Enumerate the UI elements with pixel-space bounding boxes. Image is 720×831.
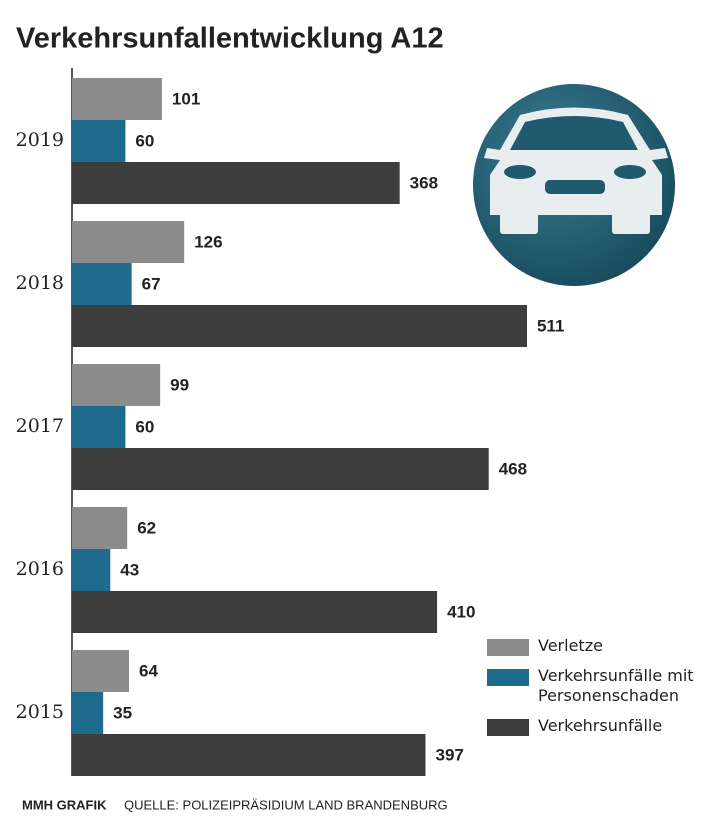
legend-label: Verletze [538, 636, 603, 655]
bar [72, 120, 126, 162]
bar [72, 78, 162, 120]
y-tick-label: 2015 [16, 701, 64, 723]
bar [72, 221, 185, 263]
value-label: 101 [172, 89, 200, 108]
y-tick-label: 2018 [16, 272, 64, 294]
value-label: 410 [447, 602, 475, 621]
bar [72, 650, 129, 692]
value-label: 43 [120, 560, 139, 579]
legend-item: Verletze [487, 636, 717, 656]
legend-swatch [487, 639, 529, 656]
legend: Verletze Verkehrsunfälle mit Personenscha… [487, 636, 717, 746]
value-label: 468 [499, 459, 527, 478]
bar [72, 692, 104, 734]
value-label: 60 [135, 131, 154, 150]
value-label: 35 [113, 703, 132, 722]
bar [72, 364, 161, 406]
value-label: 511 [537, 316, 564, 335]
legend-label: Verkehrsunfälle [538, 716, 663, 735]
bar [72, 263, 132, 305]
legend-swatch [487, 719, 529, 736]
value-label: 126 [194, 232, 222, 251]
car-icon [473, 84, 675, 286]
value-label: 99 [170, 375, 189, 394]
y-tick-label: 2017 [16, 415, 64, 437]
legend-swatch [487, 669, 529, 686]
y-tick-label: 2019 [16, 129, 64, 151]
value-label: 368 [410, 173, 438, 192]
bar [72, 305, 527, 347]
bar [72, 448, 489, 490]
value-label: 62 [137, 518, 156, 537]
legend-label: Verkehrsunfälle mit Personenschaden [538, 666, 694, 705]
bar [72, 734, 426, 776]
value-label: 60 [135, 417, 154, 436]
legend-item: Verkehrsunfälle mit Personenschaden [487, 666, 717, 706]
bar [72, 162, 400, 204]
y-tick-label: 2016 [16, 558, 64, 580]
value-label: 67 [142, 274, 161, 293]
value-label: 397 [435, 745, 463, 764]
source: QUELLE: POLIZEIPRÄSIDIUM LAND BRANDENBUR… [124, 797, 448, 812]
bar [72, 549, 111, 591]
bar [72, 591, 438, 633]
bar [72, 507, 128, 549]
chart-title: Verkehrsunfallentwicklung A12 [16, 23, 444, 55]
source-credit: MMH GRAFIK [22, 797, 107, 812]
legend-item: Verkehrsunfälle [487, 716, 717, 736]
value-label: 64 [139, 661, 158, 680]
bar [72, 406, 126, 448]
